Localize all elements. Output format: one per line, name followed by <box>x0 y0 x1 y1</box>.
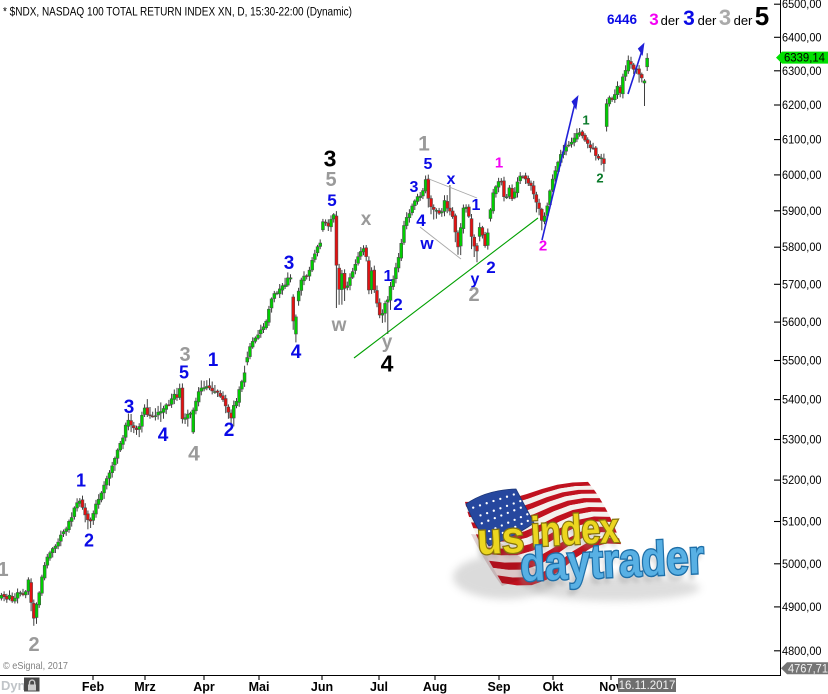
svg-text:5: 5 <box>325 169 336 191</box>
svg-text:5: 5 <box>755 1 769 31</box>
svg-text:Okt: Okt <box>543 680 565 694</box>
svg-text:2: 2 <box>28 634 39 656</box>
svg-text:Mai: Mai <box>249 680 270 694</box>
svg-text:* $NDX, NASDAQ 100 TOTAL RETUR: * $NDX, NASDAQ 100 TOTAL RETURN INDEX XN… <box>3 5 352 19</box>
svg-text:Apr: Apr <box>193 680 215 694</box>
svg-text:6000,00: 6000,00 <box>782 170 822 182</box>
svg-text:5400,00: 5400,00 <box>782 395 822 407</box>
svg-text:4: 4 <box>188 443 200 466</box>
svg-text:16.11.2017: 16.11.2017 <box>619 680 676 692</box>
svg-text:3: 3 <box>284 253 295 274</box>
svg-text:5000,00: 5000,00 <box>782 559 822 571</box>
svg-text:Dyn: Dyn <box>1 678 26 693</box>
svg-text:index: index <box>530 504 621 556</box>
svg-text:Jun: Jun <box>311 680 333 694</box>
svg-text:Mrz: Mrz <box>134 680 156 694</box>
svg-text:3: 3 <box>410 179 419 196</box>
svg-text:daytrader: daytrader <box>516 537 702 598</box>
svg-text:5800,00: 5800,00 <box>782 242 822 254</box>
svg-text:1: 1 <box>418 133 430 156</box>
svg-text:5700,00: 5700,00 <box>782 279 822 291</box>
svg-text:5100,00: 5100,00 <box>782 517 822 529</box>
svg-text:1: 1 <box>76 471 86 491</box>
svg-text:3: 3 <box>719 5 731 30</box>
svg-text:1: 1 <box>472 197 481 214</box>
svg-text:w: w <box>419 234 434 253</box>
svg-text:6446: 6446 <box>607 12 638 27</box>
svg-text:5: 5 <box>424 156 433 173</box>
svg-text:6300,00: 6300,00 <box>782 66 822 78</box>
svg-text:3: 3 <box>179 344 190 366</box>
svg-text:4900,00: 4900,00 <box>782 602 822 614</box>
svg-text:3: 3 <box>124 397 135 418</box>
svg-text:der: der <box>734 13 753 28</box>
svg-text:index: index <box>528 509 619 561</box>
svg-text:y: y <box>382 332 393 353</box>
svg-text:Feb: Feb <box>82 680 105 694</box>
svg-text:5: 5 <box>179 363 189 383</box>
svg-text:us: us <box>476 513 526 564</box>
svg-text:daytrader: daytrader <box>519 531 705 592</box>
svg-text:Jul: Jul <box>370 680 388 694</box>
svg-text:1: 1 <box>0 559 9 581</box>
svg-text:1: 1 <box>208 350 219 371</box>
svg-text:2: 2 <box>224 420 235 441</box>
svg-text:us: us <box>474 518 524 569</box>
svg-text:der: der <box>698 13 717 28</box>
svg-text:2: 2 <box>486 258 495 277</box>
svg-text:4767,71: 4767,71 <box>788 663 828 675</box>
svg-text:© eSignal, 2017: © eSignal, 2017 <box>3 660 68 672</box>
svg-text:2: 2 <box>596 171 603 186</box>
svg-text:w: w <box>331 315 347 336</box>
svg-text:3: 3 <box>324 145 337 171</box>
svg-text:5900,00: 5900,00 <box>782 206 822 218</box>
svg-text:Sep: Sep <box>488 680 511 694</box>
svg-text:6400,00: 6400,00 <box>782 32 822 44</box>
svg-text:4: 4 <box>291 342 302 363</box>
svg-text:Nov: Nov <box>599 680 623 694</box>
svg-text:1: 1 <box>384 268 393 285</box>
svg-text:x: x <box>447 171 456 188</box>
svg-text:4: 4 <box>416 211 426 230</box>
svg-text:6200,00: 6200,00 <box>782 100 822 112</box>
svg-text:x: x <box>361 209 372 230</box>
svg-text:3: 3 <box>683 7 695 30</box>
svg-text:5600,00: 5600,00 <box>782 317 822 329</box>
svg-text:6500,00: 6500,00 <box>782 0 822 11</box>
svg-text:2: 2 <box>468 284 479 306</box>
svg-text:6339,14: 6339,14 <box>784 53 826 65</box>
svg-text:Aug: Aug <box>423 680 447 694</box>
svg-text:4800,00: 4800,00 <box>782 646 822 658</box>
svg-text:2: 2 <box>539 237 547 254</box>
svg-text:2: 2 <box>84 531 94 551</box>
svg-text:4: 4 <box>381 350 394 376</box>
svg-text:5300,00: 5300,00 <box>782 435 822 447</box>
svg-text:5: 5 <box>327 191 336 210</box>
svg-text:5500,00: 5500,00 <box>782 356 822 368</box>
svg-text:1: 1 <box>582 113 589 128</box>
svg-text:4: 4 <box>158 425 169 446</box>
svg-text:y: y <box>471 271 480 288</box>
svg-text:der: der <box>661 13 680 28</box>
svg-text:6100,00: 6100,00 <box>782 135 822 147</box>
svg-text:2: 2 <box>393 295 402 314</box>
svg-text:5200,00: 5200,00 <box>782 475 822 487</box>
svg-text:1: 1 <box>495 154 503 171</box>
svg-text:3: 3 <box>649 10 658 29</box>
